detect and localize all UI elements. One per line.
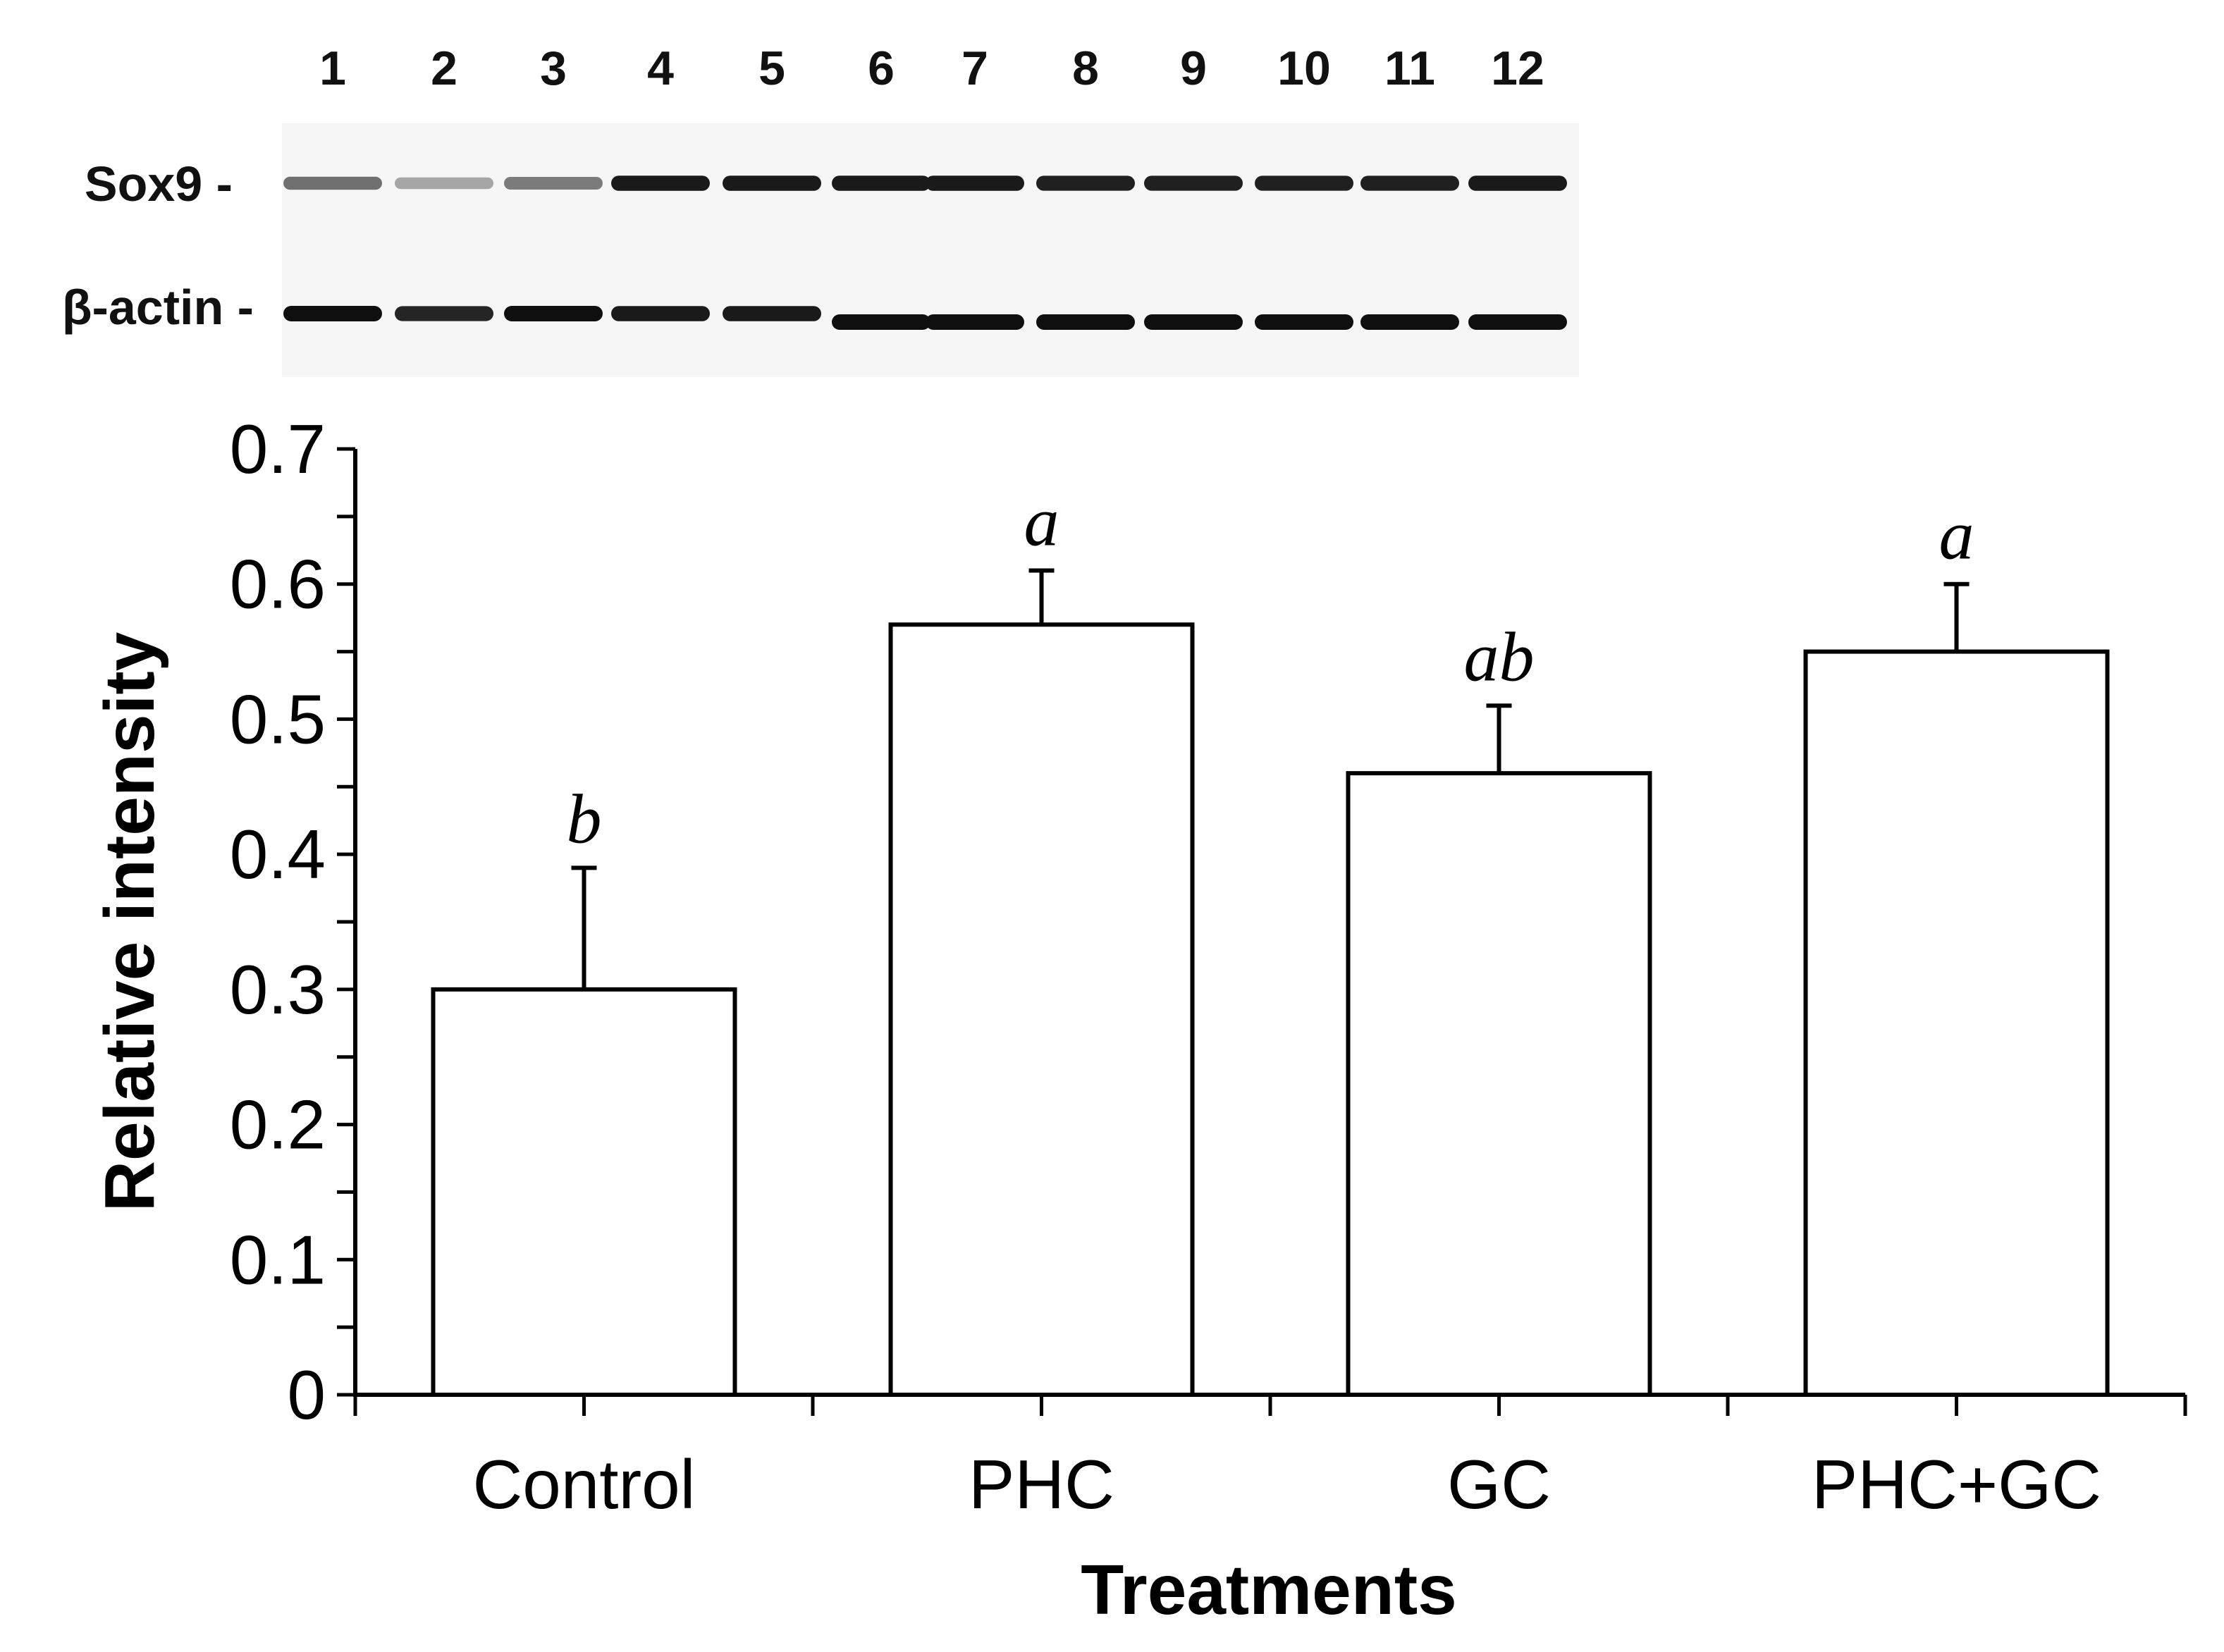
beta-actin-band-lane-12 [1468,314,1567,330]
blot-bands [283,175,1567,330]
beta-actin-band-lane-4 [611,306,710,321]
sox9-band-lane-5 [723,175,821,191]
sox9-band-lane-9 [1144,175,1243,191]
lane-number-1: 1 [319,42,346,95]
beta-actin-band-lane-9 [1144,314,1243,330]
lane-number-8: 8 [1072,42,1099,95]
sox9-band-lane-7 [926,175,1024,191]
y-tick-label: 0.3 [230,951,326,1028]
beta-actin-band-lane-2 [395,306,493,321]
lane-number-7: 7 [962,42,988,95]
sox9-band-lane-8 [1036,175,1135,191]
category-label-phc-gc: PHC+GC [1812,1446,2101,1523]
y-tick-label: 0.2 [230,1086,326,1164]
lane-number-3: 3 [540,42,567,95]
y-tick-label: 0.6 [230,545,326,623]
lane-number-5: 5 [758,42,785,95]
significance-label-control: b [567,779,602,858]
x-axis-ticks: Control PHC GC PHC+GC [353,1395,2187,1523]
lane-number-4: 4 [647,42,674,95]
beta-actin-band-lane-8 [1036,314,1135,330]
beta-actin-band-lane-7 [926,314,1024,330]
y-tick-label: 0.1 [230,1221,326,1298]
y-axis-ticks: 0 0.1 0.2 0.3 0.4 0.5 0.6 0.7 [230,410,355,1434]
beta-actin-band-lane-3 [504,306,603,321]
beta-actin-band-lane-6 [832,314,930,330]
beta-actin-band-lane-11 [1360,314,1459,330]
lane-number-9: 9 [1180,42,1207,95]
beta-actin-band-lane-5 [723,306,821,321]
significance-label-phc-gc: a [1939,496,1974,574]
bar-chart: 0 0.1 0.2 0.3 0.4 0.5 0.6 0.7 b a ab a Control PHC G… [90,410,2187,1629]
sox9-band-lane-10 [1255,175,1353,191]
sox9-row-label: Sox9 - [85,156,233,211]
lane-number-10: 10 [1277,42,1331,95]
western-blot-panel: 1 2 3 4 5 6 7 8 9 10 11 12 Sox9 - β-actin - [62,42,1579,377]
sox9-band-lane-3 [504,177,603,190]
sox9-band-lane-1 [283,176,382,190]
significance-label-phc: a [1024,483,1059,561]
bars: b a ab a [431,483,2110,1398]
beta-actin-row-label: β-actin - [62,280,254,335]
category-label-phc: PHC [969,1446,1114,1523]
beta-actin-band-lane-10 [1255,314,1353,330]
y-tick-label: 0.7 [230,410,326,488]
lane-number-11: 11 [1384,42,1435,95]
category-label-control: Control [473,1446,696,1523]
y-axis-title: Relative intensity [90,631,169,1212]
lane-number-2: 2 [431,42,457,95]
x-axis-title: Treatments [1081,1551,1457,1629]
lane-number-6: 6 [868,42,895,95]
bar-phc [888,622,1195,1398]
bar-gc [1346,771,1652,1397]
sox9-band-lane-4 [611,175,710,191]
sox9-band-lane-12 [1468,175,1567,191]
blot-background [282,123,1579,377]
y-tick-label: 0.4 [230,815,326,893]
category-label-gc: GC [1447,1446,1551,1523]
y-tick-label: 0 [287,1356,326,1434]
y-tick-label: 0.5 [230,680,326,758]
sox9-band-lane-6 [832,175,930,191]
sox9-band-lane-11 [1360,175,1459,191]
bar-phc-gc [1803,649,2110,1397]
significance-label-gc: ab [1464,617,1535,696]
lane-number-12: 12 [1491,42,1544,95]
lane-numbers: 1 2 3 4 5 6 7 8 9 10 11 12 [319,42,1544,95]
bar-control [431,987,737,1398]
beta-actin-band-lane-1 [283,306,382,321]
sox9-band-lane-2 [395,177,493,190]
